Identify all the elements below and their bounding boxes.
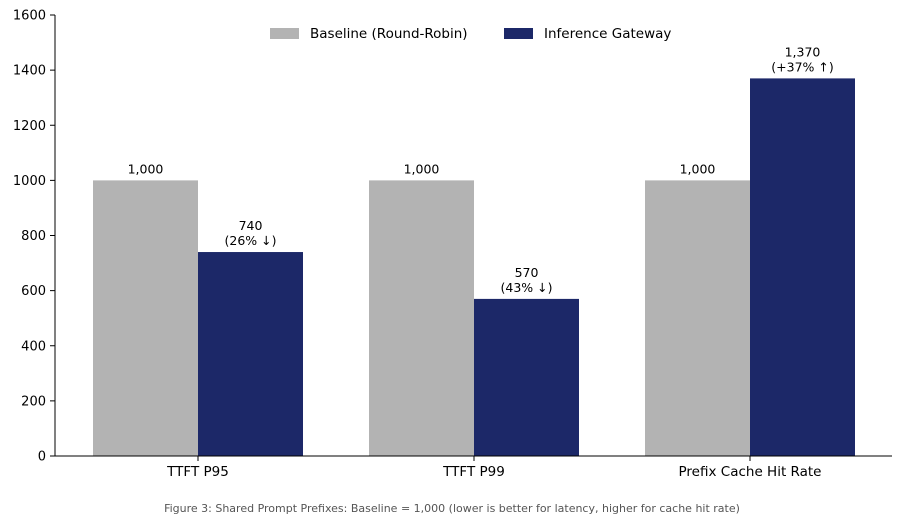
y-tick-label: 1200 — [13, 119, 46, 134]
bar-baseline-2 — [369, 180, 474, 456]
legend-label-baseline: Baseline (Round-Robin) — [310, 26, 468, 42]
y-tick-label: 400 — [21, 339, 46, 354]
x-tick-label: TTFT P95 — [166, 464, 229, 480]
data-label: 1,000 — [680, 161, 716, 176]
data-label: 740 — [239, 218, 263, 233]
y-tick-label: 600 — [21, 284, 46, 299]
y-tick-label: 0 — [38, 450, 46, 465]
y-tick-label: 800 — [21, 229, 46, 244]
data-label: (26% ↓) — [225, 233, 277, 248]
y-tick-label: 1600 — [13, 9, 46, 24]
x-tick-label: Prefix Cache Hit Rate — [679, 464, 822, 480]
legend-label-gateway: Inference Gateway — [544, 26, 671, 42]
y-tick-label: 200 — [21, 394, 46, 409]
figure-caption: Figure 3: Shared Prompt Prefixes: Baseli… — [164, 502, 740, 515]
data-label: 1,000 — [128, 161, 164, 176]
bar-gateway-1 — [198, 252, 303, 456]
bar-baseline-3 — [645, 180, 750, 456]
data-label: 570 — [515, 265, 539, 280]
bar-baseline-1 — [93, 180, 198, 456]
y-tick-label: 1000 — [13, 174, 46, 189]
y-tick-label: 1400 — [13, 64, 46, 79]
legend-swatch-baseline — [270, 28, 299, 39]
legend-swatch-gateway — [504, 28, 533, 39]
data-label: (43% ↓) — [501, 280, 553, 295]
x-tick-label: TTFT P99 — [442, 464, 505, 480]
data-label: 1,000 — [404, 161, 440, 176]
bar-gateway-2 — [474, 298, 579, 456]
bar-gateway-3 — [750, 78, 855, 457]
data-label: 1,370 — [785, 44, 821, 59]
data-label: (+37% ↑) — [771, 59, 833, 74]
